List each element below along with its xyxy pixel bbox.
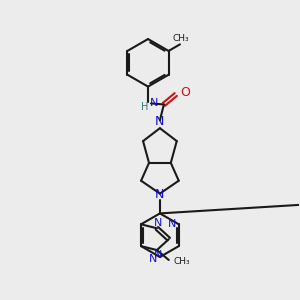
Text: N: N (148, 254, 157, 264)
Text: N: N (150, 98, 158, 108)
Text: N: N (154, 218, 162, 228)
Text: CH₃: CH₃ (172, 34, 189, 43)
Text: O: O (181, 86, 190, 99)
Text: N: N (155, 188, 165, 201)
Text: CH₃: CH₃ (174, 257, 190, 266)
Text: N: N (154, 250, 162, 260)
Text: N: N (155, 115, 165, 128)
Text: N: N (167, 219, 176, 229)
Text: H: H (141, 102, 149, 112)
